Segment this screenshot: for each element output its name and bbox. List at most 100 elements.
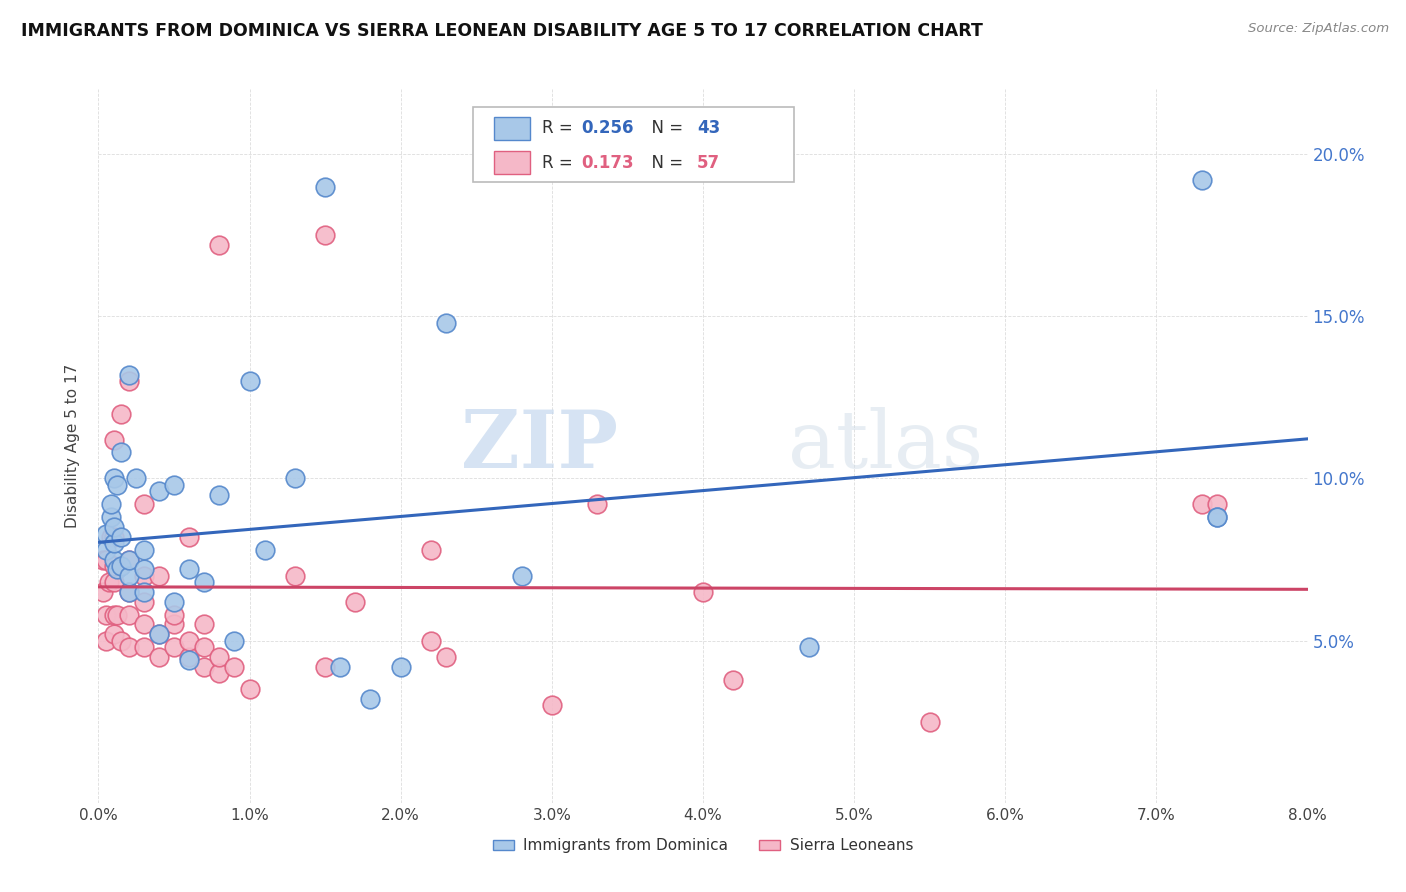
- Point: [420, 633, 443, 648]
- Point: [224, 633, 246, 648]
- Point: [723, 673, 745, 687]
- Text: ZIP: ZIP: [461, 407, 619, 485]
- Text: R =: R =: [543, 120, 578, 137]
- Point: [110, 633, 132, 648]
- Point: [389, 659, 412, 673]
- Point: [91, 552, 114, 566]
- Point: [94, 633, 117, 648]
- Point: [163, 607, 186, 622]
- Point: [208, 238, 231, 252]
- Point: [110, 530, 132, 544]
- Point: [103, 575, 125, 590]
- Point: [132, 497, 155, 511]
- Point: [118, 374, 141, 388]
- Point: [163, 617, 186, 632]
- Point: [314, 659, 336, 673]
- Point: [193, 659, 215, 673]
- Point: [110, 445, 132, 459]
- Point: [118, 607, 141, 622]
- FancyBboxPatch shape: [494, 151, 530, 175]
- Point: [103, 520, 125, 534]
- Point: [91, 585, 114, 599]
- Point: [103, 536, 125, 550]
- Point: [208, 488, 231, 502]
- Point: [314, 228, 336, 243]
- Point: [105, 478, 128, 492]
- Point: [148, 649, 170, 664]
- Point: [163, 478, 186, 492]
- Point: [239, 682, 262, 697]
- Point: [193, 640, 215, 654]
- Point: [434, 649, 457, 664]
- Point: [148, 627, 170, 641]
- Point: [103, 552, 125, 566]
- Point: [118, 585, 141, 599]
- Text: IMMIGRANTS FROM DOMINICA VS SIERRA LEONEAN DISABILITY AGE 5 TO 17 CORRELATION CH: IMMIGRANTS FROM DOMINICA VS SIERRA LEONE…: [21, 22, 983, 40]
- Point: [208, 666, 231, 681]
- Point: [1206, 510, 1229, 524]
- Point: [179, 649, 201, 664]
- Point: [1191, 173, 1213, 187]
- Point: [148, 627, 170, 641]
- Point: [179, 530, 201, 544]
- FancyBboxPatch shape: [494, 117, 530, 140]
- Text: 43: 43: [697, 120, 720, 137]
- Point: [103, 627, 125, 641]
- Point: [98, 575, 121, 590]
- Point: [103, 433, 125, 447]
- Point: [1191, 497, 1213, 511]
- Legend: Immigrants from Dominica, Sierra Leoneans: Immigrants from Dominica, Sierra Leonean…: [486, 832, 920, 859]
- Text: Source: ZipAtlas.com: Source: ZipAtlas.com: [1249, 22, 1389, 36]
- Point: [179, 633, 201, 648]
- Point: [132, 595, 155, 609]
- Point: [420, 542, 443, 557]
- Point: [314, 179, 336, 194]
- Point: [163, 595, 186, 609]
- Text: N =: N =: [641, 120, 689, 137]
- Point: [94, 542, 117, 557]
- Point: [103, 607, 125, 622]
- Point: [132, 542, 155, 557]
- Text: N =: N =: [641, 153, 689, 171]
- Y-axis label: Disability Age 5 to 17: Disability Age 5 to 17: [65, 364, 80, 528]
- Point: [148, 484, 170, 499]
- Text: R =: R =: [543, 153, 578, 171]
- Point: [163, 640, 186, 654]
- Point: [103, 530, 125, 544]
- Point: [94, 607, 117, 622]
- Point: [110, 407, 132, 421]
- Point: [118, 585, 141, 599]
- Point: [94, 552, 117, 566]
- Point: [100, 497, 122, 511]
- Point: [224, 659, 246, 673]
- Point: [179, 562, 201, 576]
- Point: [510, 568, 533, 582]
- FancyBboxPatch shape: [474, 107, 793, 182]
- Point: [132, 585, 155, 599]
- Point: [105, 562, 128, 576]
- Point: [132, 568, 155, 582]
- Point: [132, 617, 155, 632]
- Point: [193, 575, 215, 590]
- Point: [105, 607, 128, 622]
- Point: [118, 368, 141, 382]
- Point: [692, 585, 714, 599]
- Text: 57: 57: [697, 153, 720, 171]
- Point: [110, 559, 132, 574]
- Point: [193, 617, 215, 632]
- Text: 0.173: 0.173: [581, 153, 634, 171]
- Point: [118, 552, 141, 566]
- Point: [284, 568, 307, 582]
- Point: [132, 562, 155, 576]
- Point: [918, 714, 941, 729]
- Point: [208, 649, 231, 664]
- Point: [125, 471, 148, 485]
- Point: [118, 568, 141, 582]
- Point: [360, 692, 382, 706]
- Point: [132, 640, 155, 654]
- Point: [103, 471, 125, 485]
- Point: [586, 497, 609, 511]
- Point: [103, 559, 125, 574]
- Point: [284, 471, 307, 485]
- Point: [239, 374, 262, 388]
